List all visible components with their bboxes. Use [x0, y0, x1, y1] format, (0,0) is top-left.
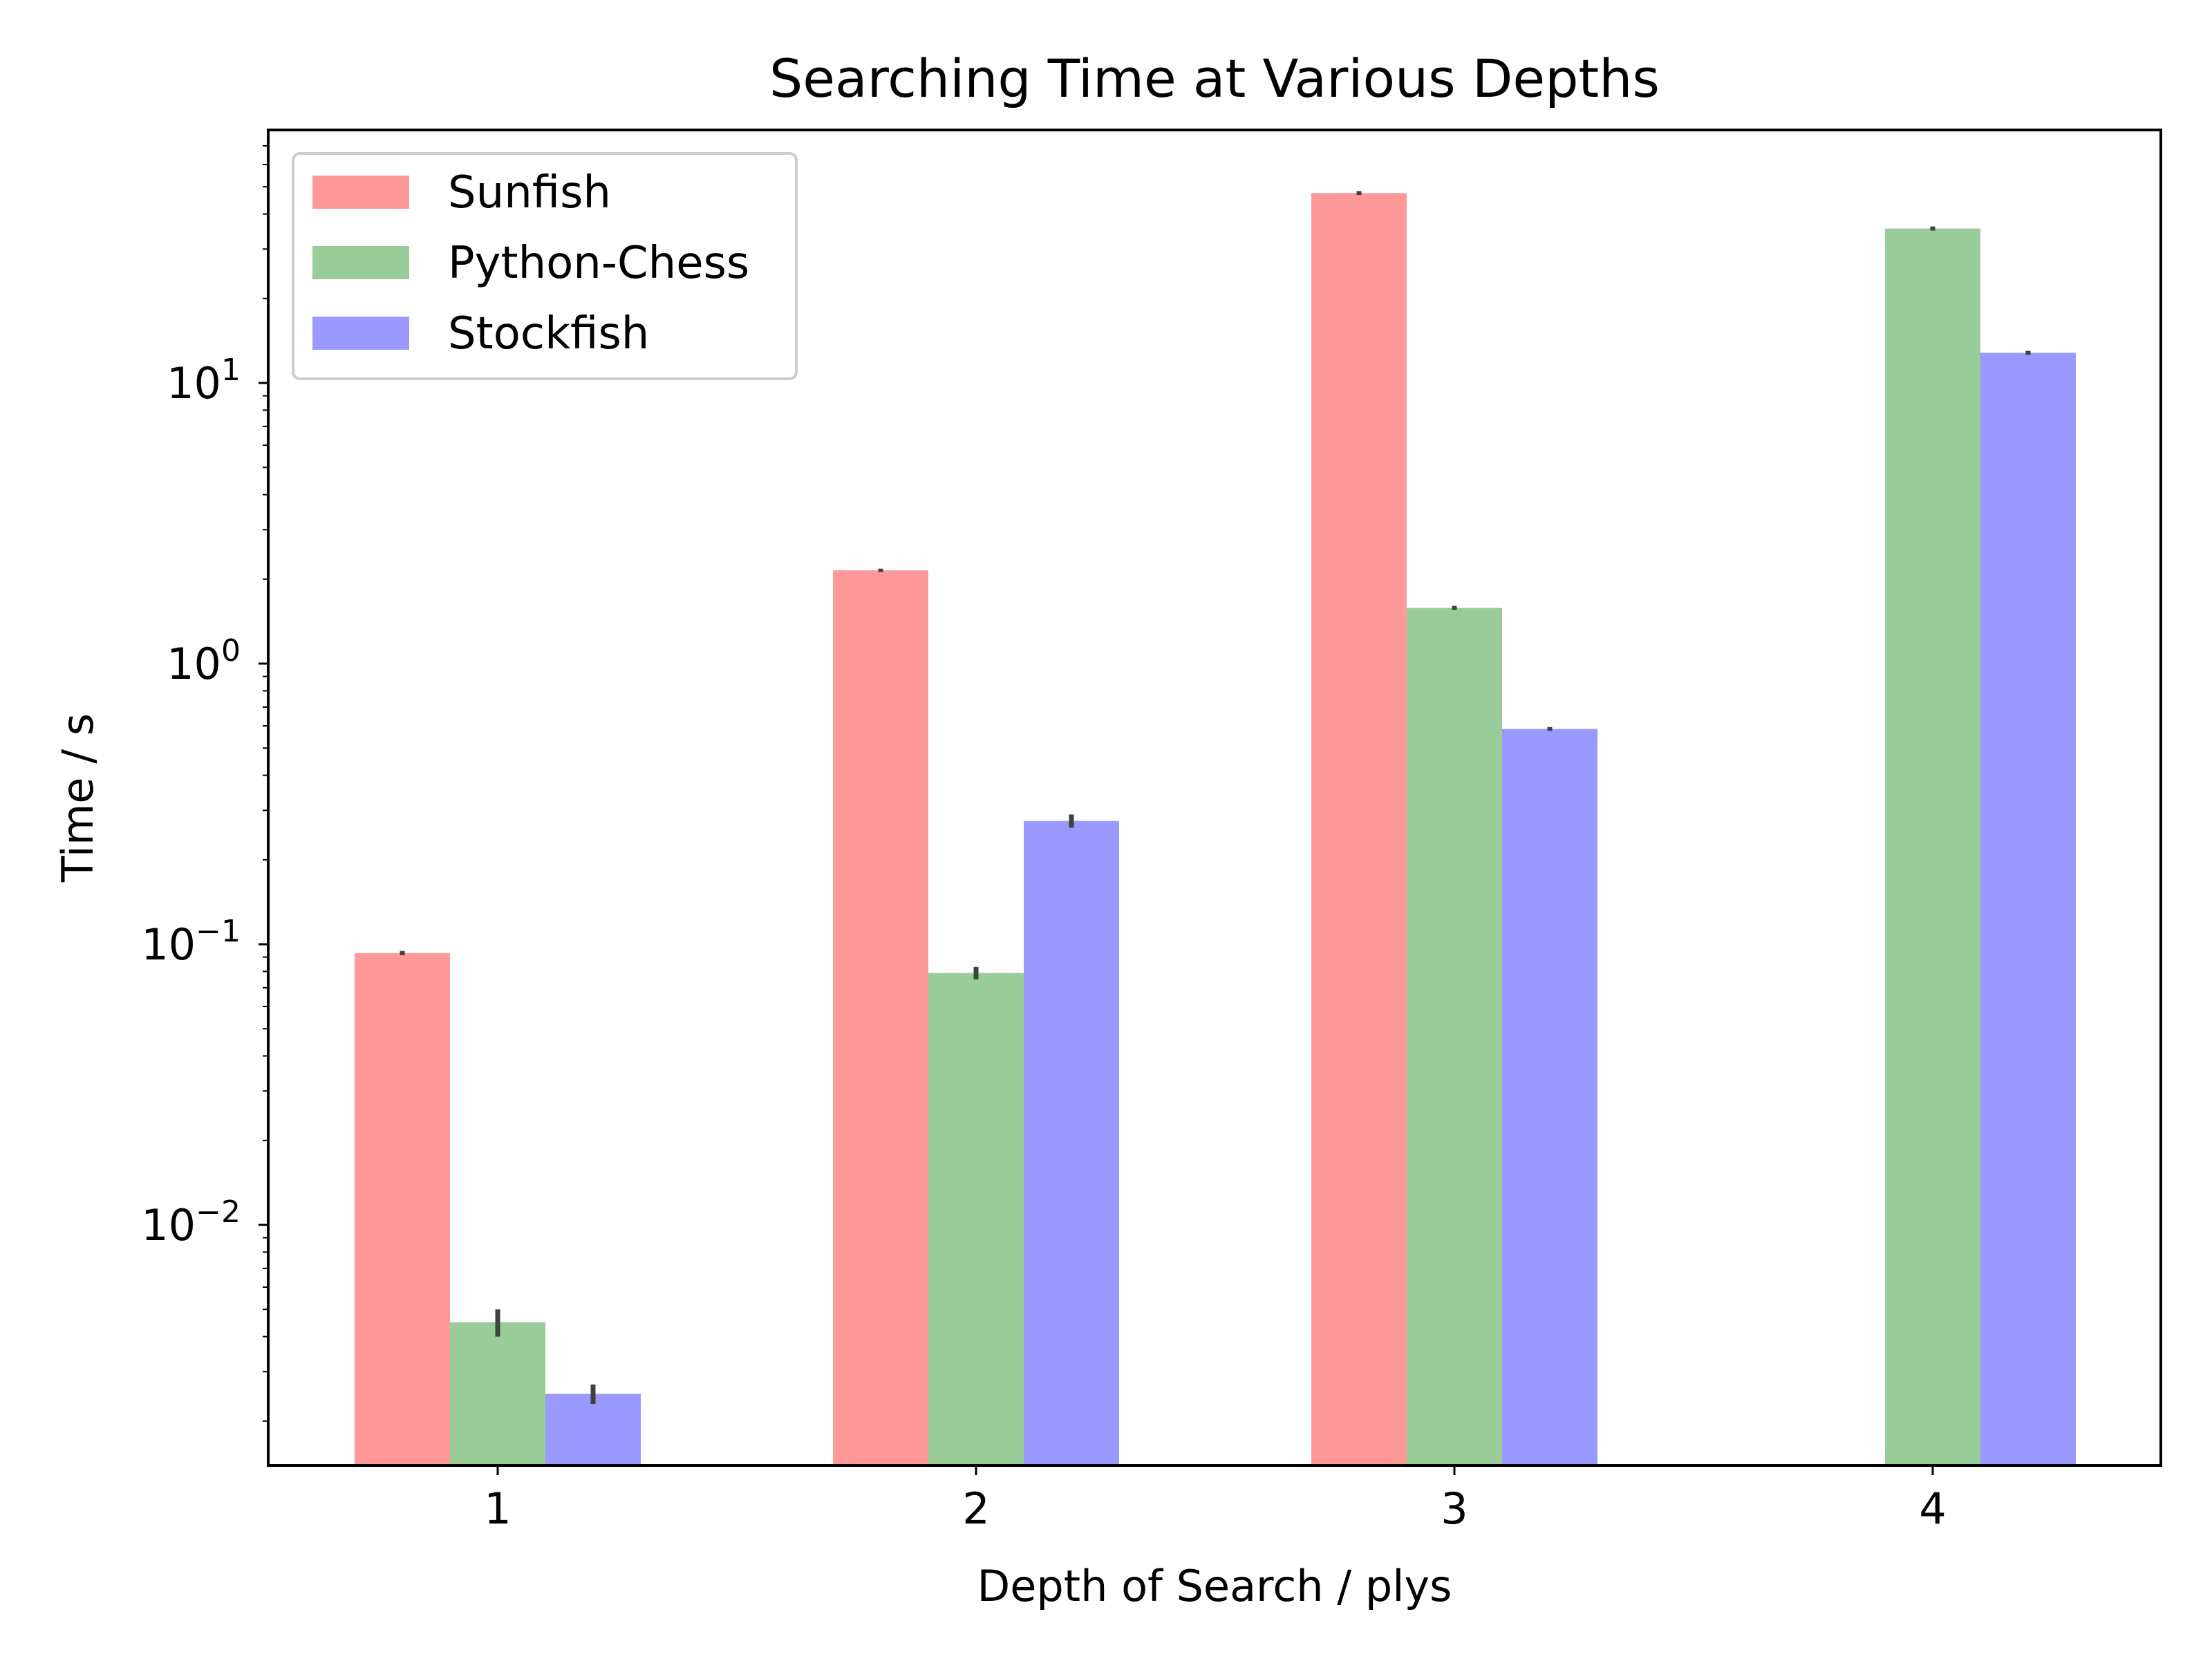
bar-python-chess-3 [1407, 608, 1502, 1465]
y-tick-label-−1: 10−1 [141, 914, 241, 970]
legend: Sunfish Python-Chess Stockfish [292, 152, 798, 380]
legend-label-python-chess: Python-Chess [448, 238, 749, 289]
bar-stockfish-2 [1024, 821, 1119, 1465]
bar-python-chess-4 [1885, 228, 1980, 1465]
x-tick-label-2: 2 [962, 1483, 989, 1534]
y-axis-label: Time / s [53, 713, 103, 883]
x-tick-label-3: 3 [1441, 1483, 1468, 1534]
legend-swatch-sunfish [312, 176, 409, 209]
plot-frame [267, 129, 2162, 1467]
legend-box [292, 152, 798, 380]
legend-label-sunfish: Sunfish [448, 167, 611, 218]
y-tick-label-−2: 10−2 [141, 1194, 241, 1250]
bar-python-chess-1 [450, 1322, 545, 1465]
legend-swatch-python-chess [312, 246, 409, 279]
bar-sunfish-1 [355, 953, 450, 1465]
x-axis-ticks: 1 2 3 4 [484, 1465, 1947, 1534]
y-tick-label-0: 100 [167, 633, 241, 689]
error-bars-layer [400, 191, 2031, 1405]
x-tick-label-4: 4 [1919, 1483, 1946, 1534]
y-tick-label-1: 101 [167, 353, 241, 409]
bar-stockfish-4 [1980, 353, 2076, 1465]
y-axis-ticks: 10−2 10−1 100 101 [141, 144, 268, 1422]
bar-stockfish-1 [545, 1394, 641, 1465]
bar-python-chess-2 [928, 973, 1024, 1465]
bars-layer [355, 193, 2076, 1465]
bar-sunfish-2 [833, 570, 928, 1465]
legend-swatch-stockfish [312, 317, 409, 350]
x-axis-label: Depth of Search / plys [977, 1561, 1452, 1611]
x-tick-label-1: 1 [484, 1483, 511, 1534]
chart-title: Searching Time at Various Depths [769, 48, 1660, 109]
bar-stockfish-3 [1502, 729, 1597, 1465]
legend-label-stockfish: Stockfish [448, 308, 649, 359]
bar-sunfish-3 [1311, 193, 1407, 1465]
